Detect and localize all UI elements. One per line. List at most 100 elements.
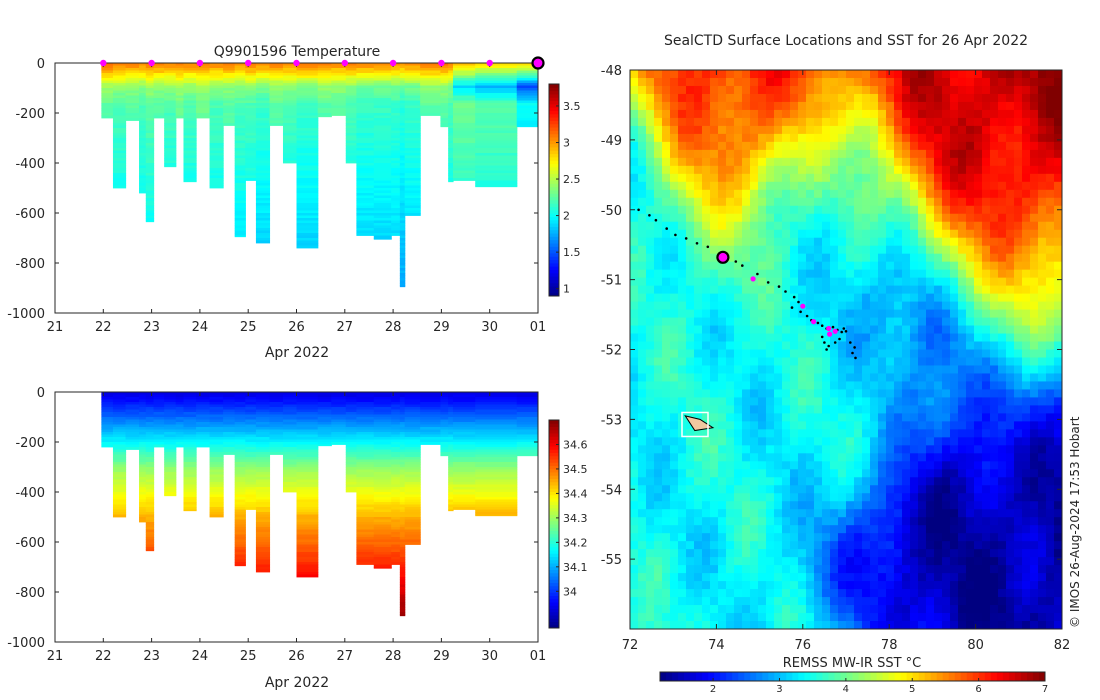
temperature-profile-cell	[448, 100, 454, 104]
salinity-profile-cell	[356, 534, 375, 538]
temperature-colorbar-swatch	[549, 193, 559, 198]
sst-cell	[702, 437, 711, 446]
sst-cell	[678, 70, 687, 79]
sst-cell	[742, 197, 751, 207]
temperature-profile-cell	[399, 125, 406, 129]
salinity-profile-cell	[234, 392, 246, 395]
temperature-profile-cell	[356, 88, 375, 91]
sst-cell	[678, 597, 687, 606]
salinity-profile-cell	[282, 397, 298, 400]
sst-cell	[694, 461, 703, 470]
salinity-colorbar-frame	[548, 419, 560, 629]
temperature-profile-cell	[399, 268, 406, 271]
sst-cell	[718, 605, 727, 614]
salinity-profile-cell	[404, 499, 421, 503]
sst-cell	[630, 133, 639, 143]
sst-cell	[790, 245, 799, 255]
sst-cell	[822, 557, 831, 566]
sst-cell	[710, 485, 719, 494]
temperature-profile-cell	[164, 80, 177, 84]
temperature-profile-cell	[282, 83, 298, 86]
temperature-profile-cell	[399, 165, 406, 169]
salinity-profile-cell	[234, 549, 246, 553]
salinity-profile-cell	[404, 509, 421, 513]
salinity-profile-cell	[404, 427, 421, 430]
sst-cell	[694, 413, 703, 422]
sst-cell	[654, 509, 663, 518]
salinity-profile-cell	[448, 407, 454, 410]
temperature-profile-cell	[345, 100, 357, 104]
salinity-profile-cell	[164, 407, 177, 410]
sst-cell	[670, 189, 679, 199]
salinity-profile-cell	[255, 494, 271, 498]
salinity-profile-cell	[399, 537, 406, 540]
salinity-profile-cell	[175, 432, 185, 435]
sst-cell	[782, 365, 791, 374]
sst-cell	[678, 165, 687, 175]
sst-cell	[806, 405, 815, 414]
sst-cell	[662, 245, 671, 255]
salinity-profile-cell	[145, 487, 155, 490]
temperature-chart-title: Q9901596 Temperature	[214, 44, 381, 60]
salinity-profile-cell	[269, 399, 284, 403]
temperature-profile-cell	[255, 183, 271, 186]
temperature-profile-cell	[404, 93, 421, 96]
salinity-profile-cell	[255, 537, 271, 540]
sst-cell	[726, 141, 735, 151]
temperature-profile-cell	[234, 180, 246, 184]
temperature-profile-cell	[112, 130, 127, 134]
temperature-profile-cell	[255, 233, 271, 236]
temperature-profile-cell	[452, 100, 476, 104]
sst-cell	[830, 621, 839, 630]
salinity-profile-cell	[448, 424, 454, 428]
temperature-profile-cell	[255, 145, 271, 149]
sst-cell	[702, 557, 711, 566]
sst-cell	[798, 541, 807, 550]
sst-cell	[774, 341, 783, 350]
sst-cell	[718, 589, 727, 598]
sst-cell	[694, 325, 703, 335]
salinity-profile-cell	[440, 402, 449, 405]
salinity-profile-cell	[317, 399, 332, 403]
salinity-profile-cell	[373, 487, 392, 490]
temperature-profile-cell	[245, 118, 257, 121]
salinity-profile-cell	[245, 479, 257, 483]
salinity-profile-cell	[440, 414, 449, 418]
sst-cell	[646, 77, 655, 87]
salinity-profile-cell	[209, 422, 224, 425]
temperature-profile-cell	[516, 103, 538, 106]
temperature-profile-cell	[245, 120, 257, 124]
salinity-profile-cell	[164, 447, 177, 450]
temperature-profile-cell	[183, 160, 197, 164]
salinity-profile-cell	[440, 424, 449, 428]
salinity-profile-cell	[356, 424, 375, 428]
sst-cell	[782, 541, 791, 550]
salinity-profile-cell	[404, 419, 421, 423]
temperature-profile-cell	[139, 128, 147, 131]
temperature-profile-cell	[373, 115, 392, 119]
salinity-profile-cell	[356, 444, 375, 448]
sst-cell	[646, 493, 655, 502]
temperature-profile-cell	[373, 95, 392, 99]
sst-cell	[798, 405, 807, 414]
salinity-profile-cell	[399, 482, 406, 485]
temperature-profile-cell	[331, 88, 347, 91]
salinity-profile-cell	[356, 514, 375, 518]
salinity-colorbar-swatch	[549, 592, 559, 596]
salinity-profile-cell	[112, 392, 127, 395]
sst-cell	[718, 93, 727, 103]
sst-cell	[758, 493, 767, 502]
temperature-profile-cell	[255, 93, 271, 96]
salinity-profile-cell	[269, 414, 284, 418]
sst-cell	[798, 165, 807, 175]
sst-cell	[742, 293, 751, 303]
salinity-profile-cell	[269, 412, 284, 415]
temperature-profile-cell	[452, 63, 476, 66]
temperature-profile-cell	[164, 160, 177, 164]
sst-cell	[638, 389, 647, 398]
sst-cell	[742, 597, 751, 606]
temperature-profile-cell	[139, 83, 147, 86]
sst-cell	[686, 189, 695, 199]
salinity-profile-cell	[420, 419, 442, 423]
temperature-profile-cell	[452, 80, 476, 84]
